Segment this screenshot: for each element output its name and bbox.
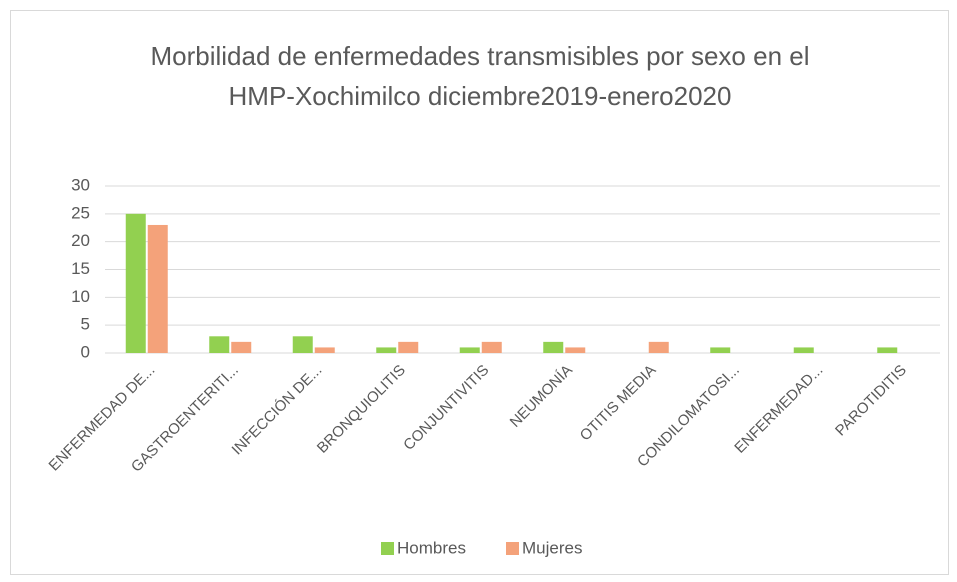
bar bbox=[292, 336, 313, 353]
y-tick-label: 20 bbox=[71, 231, 90, 250]
y-tick-label: 30 bbox=[71, 175, 90, 194]
legend-label: Mujeres bbox=[522, 538, 582, 557]
bar bbox=[543, 341, 564, 353]
legend-swatch bbox=[506, 542, 519, 555]
bar bbox=[481, 341, 502, 353]
y-tick-label: 15 bbox=[71, 259, 90, 278]
legend-swatch bbox=[381, 542, 394, 555]
y-tick-label: 25 bbox=[71, 203, 90, 222]
bar bbox=[565, 347, 586, 353]
bar bbox=[209, 336, 230, 353]
y-tick-label: 0 bbox=[81, 342, 90, 361]
bar bbox=[877, 347, 898, 353]
chart-title: HMP-Xochimilco diciembre2019-enero2020 bbox=[229, 81, 732, 111]
y-tick-label: 5 bbox=[81, 315, 90, 334]
bar bbox=[125, 213, 146, 353]
y-tick-label: 10 bbox=[71, 287, 90, 306]
bar bbox=[793, 347, 814, 353]
bar bbox=[376, 347, 397, 353]
bar bbox=[459, 347, 480, 353]
bar bbox=[648, 341, 669, 353]
chart-title: Morbilidad de enfermedades transmisibles… bbox=[150, 41, 809, 71]
legend-label: Hombres bbox=[397, 538, 466, 557]
bar bbox=[314, 347, 335, 353]
bar bbox=[398, 341, 419, 353]
bar bbox=[710, 347, 731, 353]
bar bbox=[147, 224, 168, 353]
bar bbox=[231, 341, 252, 353]
